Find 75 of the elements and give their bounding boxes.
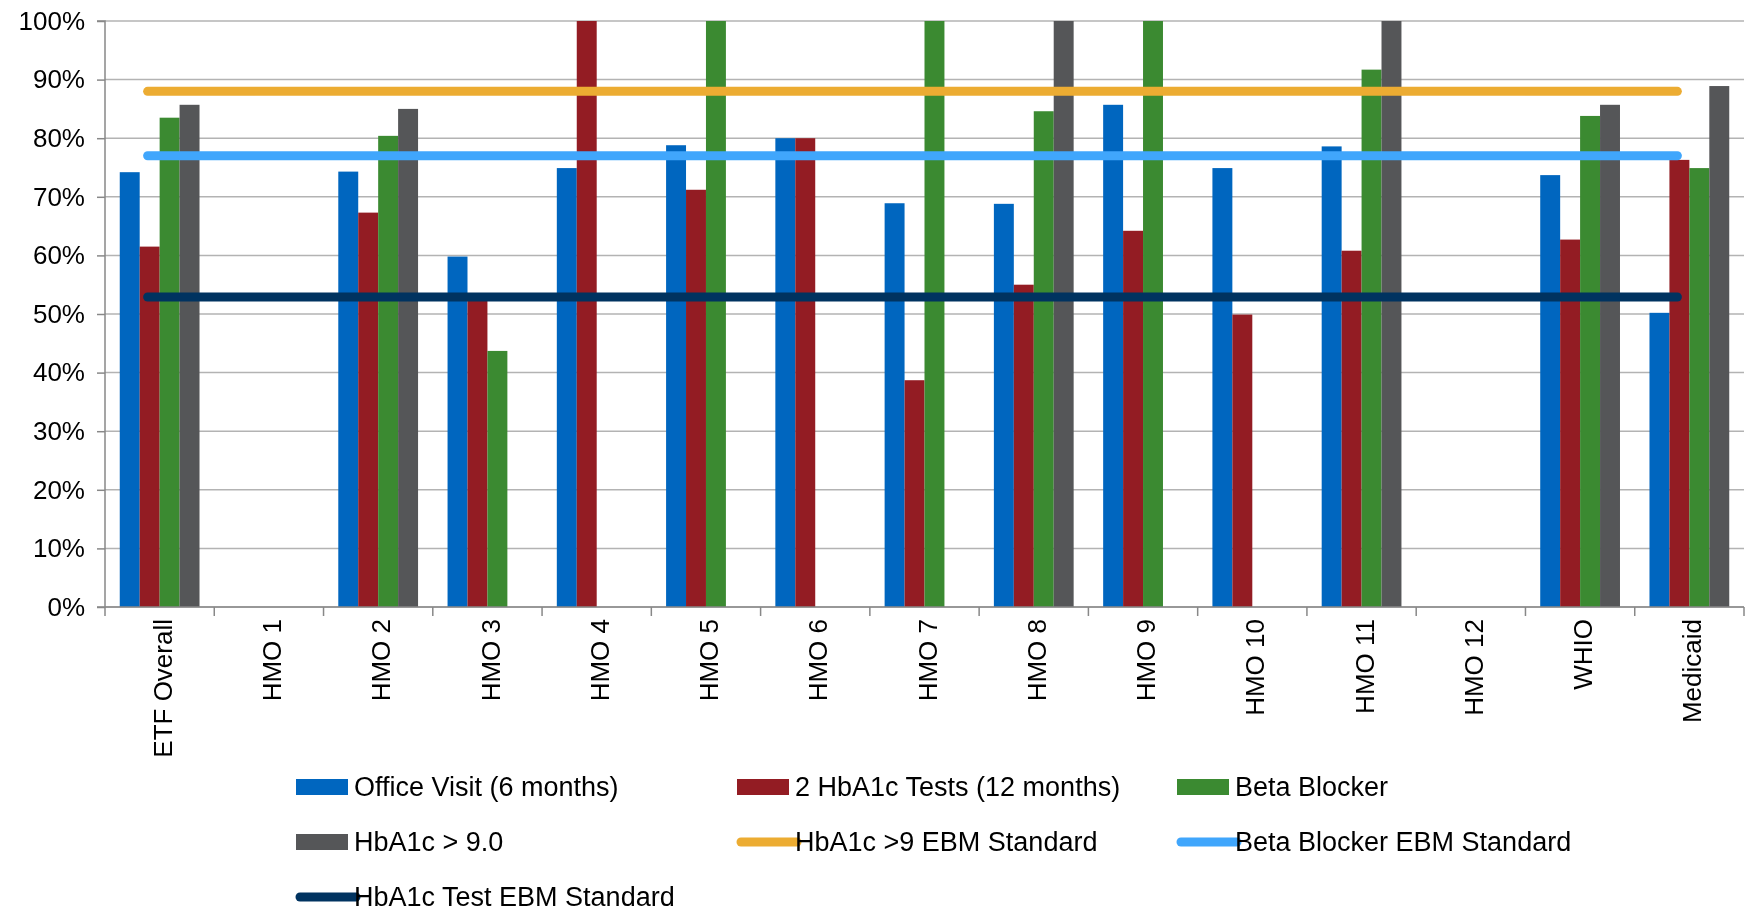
- y-tick-label: 60%: [32, 240, 85, 271]
- y-tick-label: 100%: [18, 5, 85, 36]
- bar: [467, 299, 488, 607]
- x-tick-label: HMO 4: [584, 619, 615, 702]
- bar: [1381, 21, 1402, 607]
- x-tick-label: WHIO: [1568, 619, 1599, 690]
- legend-label: HbA1c Test EBM Standard: [354, 882, 675, 911]
- bar: [119, 172, 140, 607]
- bar: [1560, 239, 1581, 607]
- bar: [1123, 230, 1144, 607]
- bar: [358, 212, 379, 607]
- bar: [1361, 69, 1382, 607]
- x-tick-label: HMO 8: [1021, 619, 1052, 702]
- bar: [884, 203, 905, 607]
- x-tick-label: HMO 11: [1349, 619, 1380, 714]
- bar: [775, 138, 796, 607]
- legend-label: HbA1c >9 EBM Standard: [795, 827, 1098, 858]
- legend-label: 2 HbA1c Tests (12 months): [795, 772, 1121, 803]
- bar: [398, 108, 419, 607]
- bar: [1053, 21, 1074, 607]
- bar: [576, 21, 597, 607]
- y-tick-label: 20%: [32, 474, 85, 505]
- bar: [795, 138, 816, 607]
- bar: [666, 145, 687, 607]
- bar: [159, 117, 180, 607]
- x-tick-label: HMO 1: [257, 619, 287, 702]
- y-tick-label: 10%: [32, 533, 85, 564]
- bar: [1232, 314, 1253, 607]
- x-tick-label: HMO 9: [1131, 619, 1162, 702]
- bar: [1580, 115, 1601, 607]
- y-tick-label: 0%: [47, 591, 85, 622]
- bar: [1341, 250, 1362, 607]
- bar: [1709, 86, 1730, 607]
- bar: [924, 21, 945, 607]
- x-tick-label: HMO 3: [475, 619, 506, 702]
- bar: [1143, 21, 1163, 607]
- bar: [338, 171, 359, 607]
- x-tick-label: Medicaid: [1677, 619, 1708, 724]
- x-tick-label: HMO 12: [1458, 619, 1489, 716]
- y-tick-label: 90%: [32, 64, 85, 95]
- bar: [1013, 284, 1034, 607]
- legend-label: Beta Blocker: [1235, 772, 1389, 803]
- bar: [1321, 146, 1342, 607]
- bar: [1103, 104, 1124, 607]
- y-tick-label: 50%: [32, 298, 85, 329]
- bar: [556, 168, 577, 607]
- y-tick-label: 80%: [32, 123, 85, 154]
- bar: [904, 380, 925, 607]
- bar: [487, 350, 508, 607]
- x-tick-label: HMO 5: [694, 619, 725, 702]
- legend-label: Office Visit (6 months): [354, 772, 619, 803]
- x-tick-label: HMO 10: [1240, 619, 1271, 716]
- legend-label: HbA1c > 9.0: [354, 827, 504, 858]
- bar: [993, 203, 1014, 607]
- bar: [686, 189, 706, 607]
- y-tick-label: 30%: [32, 416, 85, 447]
- bar: [1669, 159, 1690, 607]
- bar: [1540, 175, 1561, 607]
- bar: [1033, 111, 1054, 607]
- bar: [179, 104, 200, 607]
- bar: [1600, 104, 1620, 607]
- bar: [139, 246, 160, 607]
- y-tick-label: 70%: [32, 181, 85, 212]
- legend-label: Beta Blocker EBM Standard: [1235, 827, 1572, 858]
- bar: [378, 135, 399, 607]
- bar: [1689, 168, 1710, 607]
- bar: [1212, 168, 1233, 607]
- bar: [1649, 312, 1670, 607]
- x-tick-label: ETF Overall: [147, 619, 178, 758]
- x-tick-label: HMO 7: [912, 619, 943, 702]
- bar: [447, 256, 468, 607]
- y-tick-label: 40%: [32, 357, 85, 388]
- x-tick-label: HMO 6: [803, 619, 834, 702]
- x-tick-label: HMO 2: [366, 619, 397, 702]
- bar: [705, 21, 726, 607]
